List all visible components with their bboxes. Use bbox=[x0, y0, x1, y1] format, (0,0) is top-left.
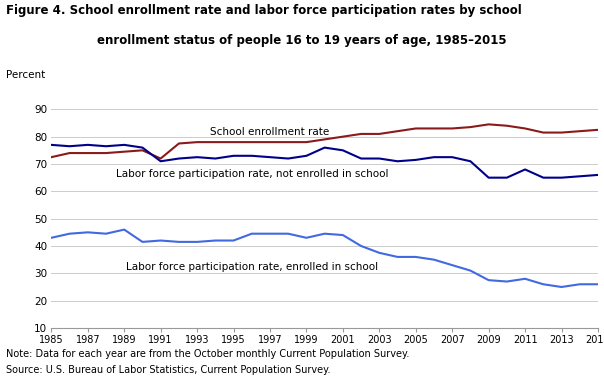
Text: enrollment status of people 16 to 19 years of age, 1985–2015: enrollment status of people 16 to 19 yea… bbox=[97, 34, 507, 47]
Text: Source: U.S. Bureau of Labor Statistics, Current Population Survey.: Source: U.S. Bureau of Labor Statistics,… bbox=[6, 365, 330, 375]
Text: Labor force participation rate, enrolled in school: Labor force participation rate, enrolled… bbox=[126, 262, 378, 273]
Text: Percent: Percent bbox=[6, 70, 45, 80]
Text: Figure 4. School enrollment rate and labor force participation rates by school: Figure 4. School enrollment rate and lab… bbox=[6, 4, 522, 17]
Text: Note: Data for each year are from the October monthly Current Population Survey.: Note: Data for each year are from the Oc… bbox=[6, 349, 410, 359]
Text: School enrollment rate: School enrollment rate bbox=[210, 127, 330, 137]
Text: Labor force participation rate, not enrolled in school: Labor force participation rate, not enro… bbox=[115, 170, 388, 179]
